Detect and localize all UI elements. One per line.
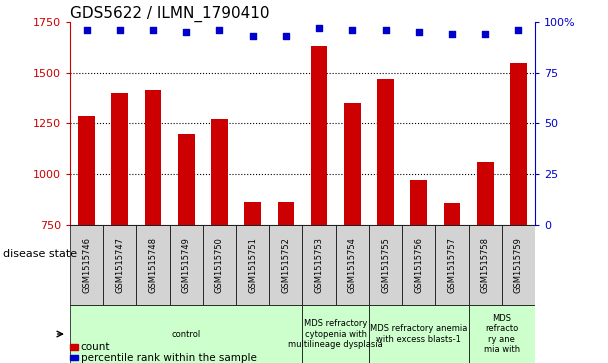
Bar bbox=[103, 225, 136, 305]
Text: percentile rank within the sample: percentile rank within the sample bbox=[81, 352, 257, 363]
Bar bbox=[78, 116, 95, 363]
Bar bbox=[236, 225, 269, 305]
Bar bbox=[402, 225, 435, 305]
Point bbox=[148, 27, 158, 33]
Bar bbox=[203, 225, 236, 305]
Bar bbox=[477, 162, 494, 363]
Point bbox=[480, 31, 490, 37]
Text: GSM1515746: GSM1515746 bbox=[82, 237, 91, 293]
Text: GSM1515756: GSM1515756 bbox=[414, 237, 423, 293]
Bar bbox=[244, 202, 261, 363]
Point bbox=[215, 27, 224, 33]
Bar bbox=[178, 134, 195, 363]
Point bbox=[181, 29, 191, 35]
Text: disease state: disease state bbox=[3, 249, 77, 259]
Bar bbox=[469, 305, 535, 363]
Bar bbox=[444, 203, 460, 363]
Text: GSM1515750: GSM1515750 bbox=[215, 237, 224, 293]
Bar bbox=[311, 46, 327, 363]
Text: GSM1515758: GSM1515758 bbox=[481, 237, 489, 293]
Bar bbox=[510, 64, 527, 363]
Text: GSM1515759: GSM1515759 bbox=[514, 237, 523, 293]
Bar bbox=[336, 225, 369, 305]
Bar bbox=[70, 355, 78, 360]
Text: GSM1515755: GSM1515755 bbox=[381, 237, 390, 293]
Point bbox=[115, 27, 125, 33]
Text: GSM1515753: GSM1515753 bbox=[314, 237, 323, 293]
Text: MDS refractory anemia
with excess blasts-1: MDS refractory anemia with excess blasts… bbox=[370, 324, 468, 344]
Bar bbox=[369, 225, 402, 305]
Bar bbox=[269, 225, 302, 305]
Text: GSM1515754: GSM1515754 bbox=[348, 237, 357, 293]
Text: GSM1515752: GSM1515752 bbox=[282, 237, 291, 293]
Bar bbox=[145, 90, 161, 363]
Bar bbox=[410, 180, 427, 363]
Bar bbox=[302, 225, 336, 305]
Text: count: count bbox=[81, 342, 111, 352]
Point bbox=[414, 29, 424, 35]
Point bbox=[248, 33, 258, 39]
Text: MDS
refracto
ry ane
mia with: MDS refracto ry ane mia with bbox=[484, 314, 520, 354]
Text: GSM1515757: GSM1515757 bbox=[447, 237, 457, 293]
Point bbox=[81, 27, 91, 33]
Bar bbox=[302, 305, 369, 363]
Point bbox=[347, 27, 357, 33]
Bar bbox=[170, 225, 203, 305]
Bar bbox=[344, 103, 361, 363]
Bar bbox=[377, 79, 394, 363]
Point bbox=[381, 27, 390, 33]
Bar bbox=[136, 225, 170, 305]
Text: GDS5622 / ILMN_1790410: GDS5622 / ILMN_1790410 bbox=[70, 5, 269, 22]
Bar bbox=[502, 225, 535, 305]
Bar bbox=[469, 225, 502, 305]
Text: control: control bbox=[171, 330, 201, 339]
Text: GSM1515749: GSM1515749 bbox=[182, 237, 191, 293]
Bar bbox=[211, 119, 228, 363]
Point bbox=[281, 33, 291, 39]
Bar bbox=[70, 225, 103, 305]
Text: GSM1515747: GSM1515747 bbox=[116, 237, 124, 293]
Text: GSM1515748: GSM1515748 bbox=[148, 237, 157, 293]
Point bbox=[447, 31, 457, 37]
Point bbox=[314, 25, 324, 31]
Text: MDS refractory
cytopenia with
multilineage dysplasia: MDS refractory cytopenia with multilinea… bbox=[288, 319, 383, 349]
Bar bbox=[435, 225, 469, 305]
Bar bbox=[70, 344, 78, 350]
Text: GSM1515751: GSM1515751 bbox=[248, 237, 257, 293]
Bar bbox=[278, 202, 294, 363]
Bar bbox=[369, 305, 469, 363]
Bar bbox=[111, 93, 128, 363]
Point bbox=[514, 27, 523, 33]
Bar bbox=[70, 305, 302, 363]
